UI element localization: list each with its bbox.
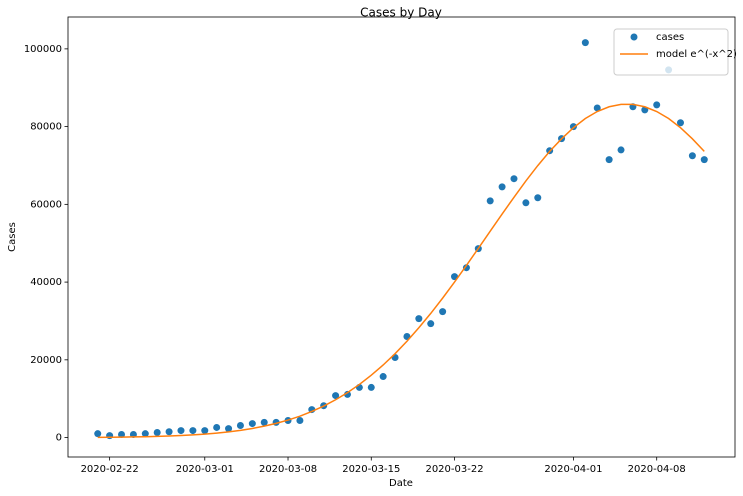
- data-point: [617, 146, 625, 154]
- data-point: [462, 264, 470, 272]
- y-axis-label: Cases: [7, 222, 18, 252]
- legend: cases model e^(-x^2): [613, 28, 737, 76]
- data-point: [486, 197, 494, 205]
- data-point: [213, 423, 221, 431]
- data-point: [522, 199, 530, 207]
- x-tick-label: 2020-02-22: [81, 464, 139, 475]
- data-point: [343, 390, 351, 398]
- data-point: [165, 428, 173, 436]
- data-point: [236, 422, 244, 430]
- data-point: [439, 308, 447, 316]
- model-line: [97, 103, 705, 439]
- x-axis-label: Date: [389, 478, 413, 489]
- x-tick-label: 2020-03-08: [259, 464, 317, 475]
- data-point: [415, 315, 423, 323]
- data-point: [676, 119, 684, 127]
- y-tick-label: 40000: [30, 277, 62, 288]
- data-point: [581, 39, 589, 47]
- data-point: [605, 156, 613, 164]
- x-tick-label: 2020-03-15: [342, 464, 400, 475]
- legend-label: model e^(-x^2): [656, 49, 737, 60]
- y-tick-label: 80000: [30, 122, 62, 133]
- legend-box: [613, 28, 729, 76]
- data-point: [260, 418, 268, 426]
- data-point: [225, 425, 233, 433]
- data-point: [653, 101, 661, 109]
- x-tick-label: 2020-04-08: [628, 464, 686, 475]
- data-point: [118, 430, 126, 438]
- data-point: [106, 432, 114, 440]
- y-tick-label: 60000: [30, 199, 62, 210]
- y-tick-label: 20000: [30, 355, 62, 366]
- chart-title: Cases by Day: [360, 6, 442, 20]
- data-point: [201, 427, 209, 435]
- data-point: [367, 383, 375, 391]
- data-point: [296, 416, 304, 424]
- data-point: [248, 420, 256, 428]
- data-point: [332, 392, 340, 400]
- data-point: [153, 429, 161, 437]
- data-point: [177, 427, 185, 435]
- data-point: [510, 175, 518, 183]
- data-point: [141, 430, 149, 438]
- legend-label: cases: [656, 32, 684, 43]
- x-tick-label: 2020-03-22: [425, 464, 483, 475]
- data-point: [94, 430, 102, 438]
- y-tick-label: 0: [56, 433, 62, 444]
- data-point: [189, 427, 197, 435]
- data-point: [700, 156, 708, 164]
- axes-frame: [67, 16, 736, 458]
- data-point: [427, 320, 435, 328]
- x-tick-label: 2020-03-01: [176, 464, 234, 475]
- data-point: [593, 104, 601, 112]
- data-point: [379, 373, 387, 381]
- data-point: [498, 183, 506, 191]
- data-point: [688, 152, 696, 160]
- x-tick-label: 2020-04-01: [544, 464, 602, 475]
- y-tick-label: 100000: [24, 44, 62, 55]
- data-point: [534, 194, 542, 202]
- legend-marker: [630, 33, 638, 41]
